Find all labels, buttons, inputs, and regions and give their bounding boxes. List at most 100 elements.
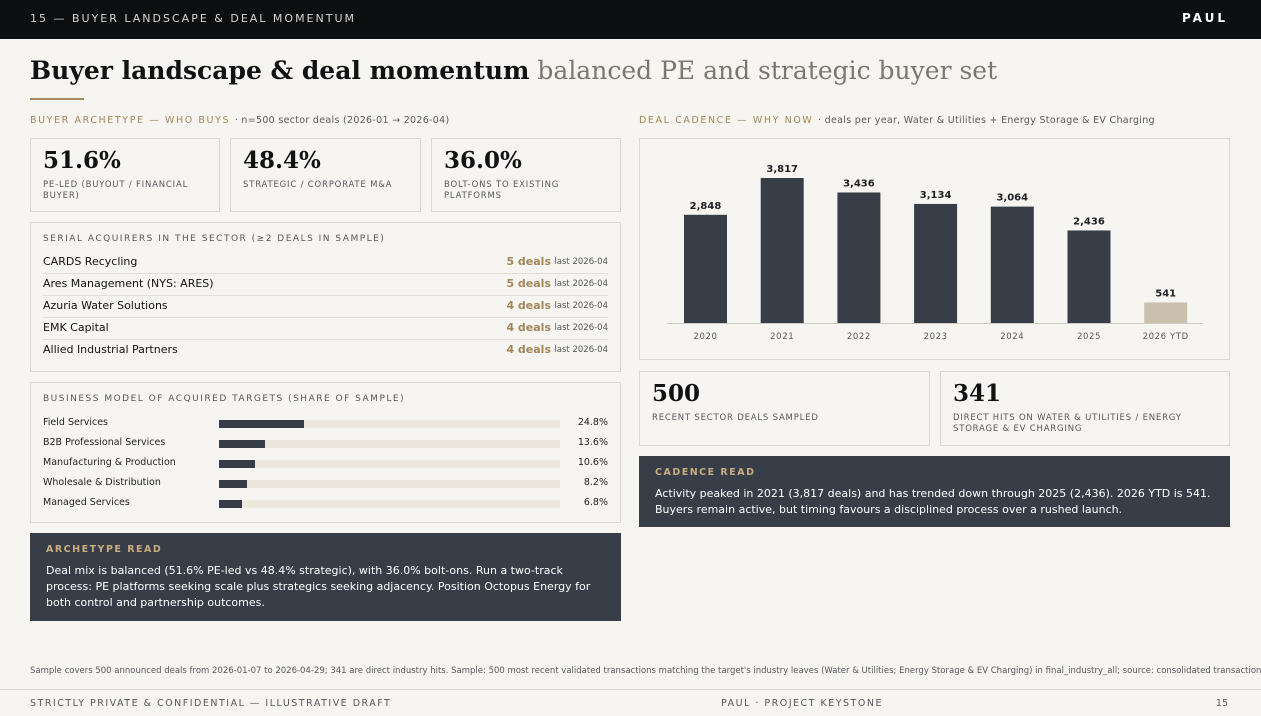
- acquirer-last: last 2026-04: [554, 257, 608, 267]
- page-number: 15: [1215, 698, 1228, 709]
- footnote: Sample covers 500 announced deals from 2…: [30, 666, 1261, 676]
- title-underline: [30, 98, 84, 100]
- footer-divider: [0, 689, 1261, 690]
- cadence-read-title: CADENCE READ: [655, 467, 756, 478]
- kpi-label: BOLT-ONS TO EXISTING PLATFORMS: [444, 180, 560, 201]
- archetype-note: · n=500 sector deals (2026-01 → 2026-04): [234, 115, 450, 126]
- data-label: 3,436: [843, 178, 875, 189]
- kpi-card-pe-led: 51.6% PE-LED (BUYOUT / FINANCIAL BUYER): [30, 138, 220, 212]
- acquirer-deals: 4 deals: [506, 343, 551, 356]
- x-tick-label: 2022: [847, 332, 871, 342]
- bar-chart-svg: 2,848 2020 3,817 2021 3,436 2022 3,134 2023 3,06…: [667, 164, 1203, 342]
- acquirer-name: Azuria Water Solutions: [43, 299, 168, 312]
- business-model-pct: 24.8%: [577, 417, 608, 428]
- acquirer-name: EMK Capital: [43, 321, 109, 334]
- deal-cadence-chart: 2,848 2020 3,817 2021 3,436 2022 3,134 2023 3,06…: [639, 138, 1230, 360]
- kpi-card-strategic: 48.4% STRATEGIC / CORPORATE M&A: [230, 138, 421, 212]
- x-tick-label: 2023: [924, 332, 948, 342]
- list-item: B2B Professional Services 13.6%: [43, 437, 608, 451]
- chart-bar-2021: [760, 178, 804, 323]
- acquirer-name: Allied Industrial Partners: [43, 343, 178, 356]
- kpi-value: 500: [652, 380, 701, 407]
- data-label: 541: [1155, 288, 1176, 299]
- table-row: Ares Management (NYS: ARES) 5 deals last…: [43, 274, 608, 296]
- list-item: Field Services 24.8%: [43, 417, 608, 431]
- chart-bar-2023: [914, 203, 958, 323]
- business-model-label: Managed Services: [43, 497, 130, 508]
- archetype-read-text: Deal mix is balanced (51.6% PE-led vs 48…: [46, 564, 591, 609]
- top-bar: 15 — BUYER LANDSCAPE & DEAL MOMENTUM PAU…: [0, 0, 1261, 39]
- brand-logo: PAUL: [1181, 11, 1228, 25]
- acquirer-last: last 2026-04: [554, 279, 608, 289]
- share-bar-fill: [219, 500, 243, 508]
- acquirer-deals: 5 deals: [506, 277, 551, 290]
- business-model-label: Manufacturing & Production: [43, 457, 176, 468]
- x-tick-label: 2021: [770, 332, 794, 342]
- acquirer-deals: 5 deals: [506, 255, 551, 268]
- acquirer-name: Ares Management (NYS: ARES): [43, 277, 214, 290]
- acquirer-last: last 2026-04: [554, 323, 608, 333]
- kpi-value: 48.4%: [243, 147, 321, 174]
- data-label: 3,134: [920, 190, 952, 201]
- footer-confidential: STRICTLY PRIVATE & CONFIDENTIAL — ILLUST…: [30, 698, 392, 709]
- archetype-section-label: BUYER ARCHETYPE — WHO BUYS · n=500 secto…: [30, 115, 450, 126]
- x-tick-label: 2020: [693, 332, 717, 342]
- data-label: 2,848: [690, 201, 722, 212]
- table-row: CARDS Recycling 5 deals last 2026-04: [43, 252, 608, 274]
- share-bar-fill: [219, 440, 266, 448]
- acquirer-last: last 2026-04: [554, 345, 608, 355]
- x-tick-label: 2025: [1077, 332, 1101, 342]
- cadence-read-text: Activity peaked in 2021 (3,817 deals) an…: [655, 487, 1211, 516]
- business-model-label: Wholesale & Distribution: [43, 477, 161, 488]
- share-bar-fill: [219, 460, 256, 468]
- kpi-card-direct-hits: 341 DIRECT HITS ON WATER & UTILITIES / E…: [940, 371, 1230, 446]
- cadence-note: · deals per year, Water & Utilities + En…: [818, 115, 1155, 126]
- list-item: Managed Services 6.8%: [43, 497, 608, 511]
- share-bar-fill: [219, 420, 304, 428]
- kpi-label: RECENT SECTOR DEALS SAMPLED: [652, 413, 819, 423]
- share-bar-track: [219, 420, 560, 428]
- archetype-read-title: ARCHETYPE READ: [46, 544, 163, 555]
- archetype-read-callout: ARCHETYPE READ Deal mix is balanced (51.…: [30, 533, 621, 621]
- business-model-pct: 10.6%: [577, 457, 608, 468]
- page-title-main: Buyer landscape & deal momentum: [30, 56, 530, 85]
- serial-acquirers-title: SERIAL ACQUIRERS IN THE SECTOR (≥2 DEALS…: [43, 234, 386, 244]
- kpi-label: PE-LED (BUYOUT / FINANCIAL BUYER): [43, 180, 189, 201]
- business-model-label: B2B Professional Services: [43, 437, 166, 448]
- table-row: EMK Capital 4 deals last 2026-04: [43, 318, 608, 340]
- kpi-label: DIRECT HITS ON WATER & UTILITIES / ENERG…: [953, 413, 1182, 434]
- kpi-value: 51.6%: [43, 147, 121, 174]
- business-model-pct: 8.2%: [583, 477, 608, 488]
- share-bar-track: [219, 500, 560, 508]
- business-model-label: Field Services: [43, 417, 109, 428]
- kpi-card-bolt-ons: 36.0% BOLT-ONS TO EXISTING PLATFORMS: [431, 138, 621, 212]
- data-label: 3,064: [996, 193, 1028, 204]
- page-title-sub: balanced PE and strategic buyer set: [537, 56, 998, 85]
- chart-bar-2026-ytd: [1144, 302, 1188, 323]
- data-label: 2,436: [1073, 216, 1105, 227]
- page-title: Buyer landscape & deal momentum balanced…: [30, 56, 997, 85]
- share-bar-fill: [219, 480, 247, 488]
- archetype-label: BUYER ARCHETYPE — WHO BUYS: [30, 115, 231, 126]
- kpi-value: 341: [953, 380, 1002, 407]
- business-model-panel: BUSINESS MODEL OF ACQUIRED TARGETS (SHAR…: [30, 382, 621, 523]
- acquirer-name: CARDS Recycling: [43, 255, 138, 268]
- acquirer-deals: 4 deals: [506, 321, 551, 334]
- x-tick-label: 2026 YTD: [1143, 332, 1189, 342]
- chart-bar-2022: [837, 192, 881, 323]
- cadence-section-label: DEAL CADENCE — WHY NOW · deals per year,…: [639, 115, 1155, 126]
- share-bar-track: [219, 440, 560, 448]
- cadence-label: DEAL CADENCE — WHY NOW: [639, 115, 814, 126]
- acquirer-last: last 2026-04: [554, 301, 608, 311]
- cadence-read-callout: CADENCE READ Activity peaked in 2021 (3,…: [639, 456, 1230, 527]
- list-item: Wholesale & Distribution 8.2%: [43, 477, 608, 491]
- x-tick-label: 2024: [1000, 332, 1024, 342]
- list-item: Manufacturing & Production 10.6%: [43, 457, 608, 471]
- data-label: 3,817: [766, 164, 798, 175]
- acquirer-deals: 4 deals: [506, 299, 551, 312]
- table-row: Allied Industrial Partners 4 deals last …: [43, 340, 608, 362]
- kpi-value: 36.0%: [444, 147, 522, 174]
- footer-project: PAUL · PROJECT KEYSTONE: [721, 698, 883, 709]
- chart-bar-2025: [1067, 230, 1111, 323]
- section-header: 15 — BUYER LANDSCAPE & DEAL MOMENTUM: [30, 12, 356, 25]
